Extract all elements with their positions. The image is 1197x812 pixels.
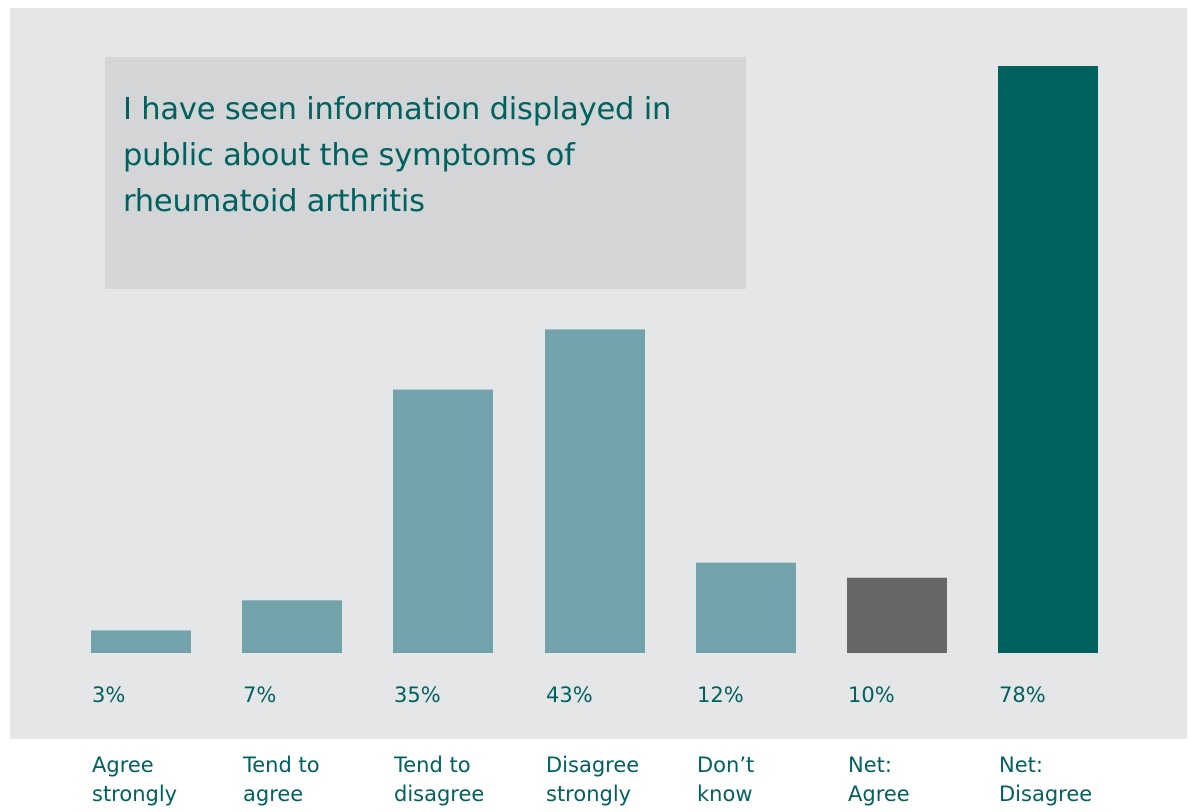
category-label-tend-to-disagree-line-1: Tend to — [393, 753, 471, 777]
category-labels-group: Agree strongly Tend to agree Tend to disagree… — [92, 753, 1092, 806]
category-label-tend-to-agree-line-1: Tend to — [242, 753, 320, 777]
title-box — [105, 57, 746, 289]
bar-net-disagree — [998, 66, 1098, 653]
value-label-don-t-know: 12% — [697, 683, 744, 707]
chart-title: I have seen information displayed in pub… — [123, 92, 672, 219]
bar-agree-strongly — [91, 630, 191, 653]
bar-net-agree — [847, 577, 947, 653]
category-label-net-disagree-line-2: Disagree — [999, 782, 1092, 806]
category-label-net-agree-line-1: Net: — [848, 753, 892, 777]
value-label-net-disagree: 78% — [999, 683, 1046, 707]
category-label-tend-to-agree-line-2: agree — [243, 782, 303, 806]
bar-disagree-strongly — [545, 329, 645, 653]
category-label-net-agree-line-2: Agree — [848, 782, 910, 806]
value-label-tend-to-disagree: 35% — [394, 683, 441, 707]
value-label-tend-to-agree: 7% — [243, 683, 276, 707]
category-label-agree-strongly-line-1: Agree — [92, 753, 154, 777]
category-label-disagree-strongly-line-2: strongly — [546, 782, 631, 806]
value-label-disagree-strongly: 43% — [546, 683, 593, 707]
category-label-tend-to-disagree-line-2: disagree — [394, 782, 484, 806]
value-label-net-agree: 10% — [848, 683, 895, 707]
category-label-don-t-know-line-1: Don’t — [697, 753, 754, 777]
category-label-agree-strongly-line-2: strongly — [92, 782, 177, 806]
bar-don-t-know — [696, 562, 796, 653]
bars-group — [91, 66, 1098, 653]
value-label-agree-strongly: 3% — [92, 683, 125, 707]
bar-tend-to-agree — [242, 600, 342, 653]
category-label-disagree-strongly-line-1: Disagree — [546, 753, 639, 777]
category-label-net-disagree-line-1: Net: — [999, 753, 1043, 777]
bar-tend-to-disagree — [393, 389, 493, 653]
category-label-don-t-know-line-2: know — [697, 782, 753, 806]
value-labels-group: 3% 7% 35% 43% 12% 10% 78% — [92, 683, 1046, 707]
